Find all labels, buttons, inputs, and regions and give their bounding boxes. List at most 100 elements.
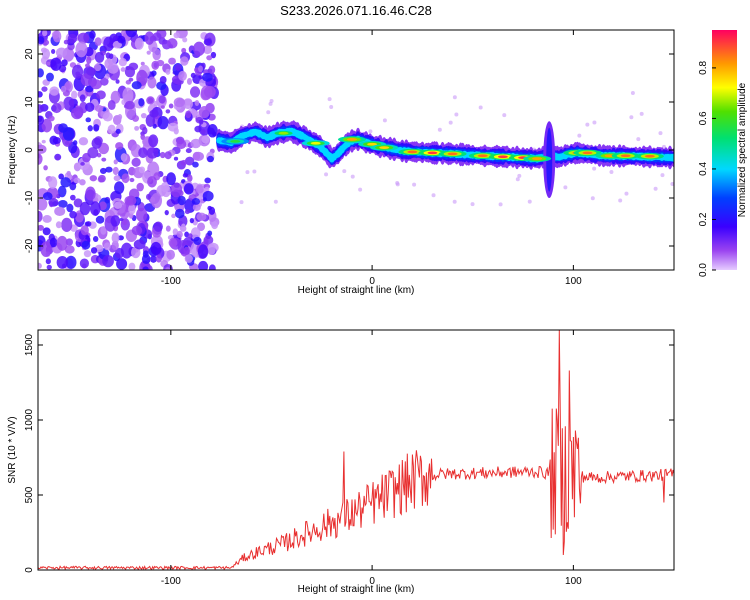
- noise-blob: [45, 258, 51, 265]
- noise-blob: [133, 239, 146, 250]
- noise-blob: [125, 30, 138, 38]
- noise-blob: [105, 52, 111, 59]
- noise-blob: [52, 137, 61, 145]
- spectral-peak: [427, 151, 438, 155]
- noise-blob: [189, 217, 194, 224]
- snr-series-line: [38, 330, 674, 570]
- noise-blob: [208, 264, 216, 270]
- noise-blob: [191, 198, 201, 205]
- noise-blob: [117, 114, 123, 121]
- noise-blob: [166, 172, 177, 186]
- noise-blob: [168, 57, 176, 65]
- noise-blob: [183, 183, 194, 195]
- noise-blob: [73, 198, 83, 208]
- colorbar-gradient: [712, 30, 737, 270]
- noise-blob: [50, 57, 62, 71]
- snr-background: [38, 330, 674, 570]
- noise-blob: [122, 87, 134, 103]
- noise-blob: [121, 173, 130, 184]
- noise-blob: [177, 195, 186, 206]
- noise-blob: [55, 155, 60, 161]
- noise-blob: [180, 56, 189, 66]
- noise-blob: [118, 58, 127, 67]
- noise-blob: [115, 142, 124, 150]
- colorbar-tick-label: 0.4: [698, 162, 709, 176]
- noise-blob: [590, 196, 595, 201]
- noise-blob: [116, 258, 128, 270]
- noise-blob: [164, 210, 169, 216]
- noise-blob: [94, 105, 104, 113]
- noise-blob: [43, 165, 48, 171]
- spectrogram-y-tick-label: -10: [24, 190, 35, 205]
- noise-blob: [64, 245, 75, 254]
- noise-blob: [79, 258, 90, 269]
- noise-blob: [85, 117, 92, 123]
- noise-blob: [127, 141, 134, 147]
- noise-blob: [51, 49, 56, 55]
- noise-blob: [41, 86, 48, 92]
- noise-blob: [113, 175, 121, 182]
- noise-blob: [66, 170, 71, 176]
- noise-blob: [245, 170, 250, 175]
- noise-blob: [327, 97, 332, 102]
- noise-blob: [38, 104, 44, 114]
- noise-blob: [78, 137, 89, 146]
- noise-blob: [38, 198, 48, 211]
- noise-blob: [478, 105, 483, 110]
- noise-blob: [87, 125, 93, 132]
- noise-blob: [412, 182, 417, 187]
- noise-blob: [38, 36, 45, 45]
- noise-blob: [80, 73, 93, 86]
- spectrogram-y-tick-label: 20: [24, 48, 35, 60]
- noise-blob: [38, 224, 44, 231]
- noise-blob: [198, 106, 210, 119]
- noise-blob: [41, 118, 53, 133]
- noise-blob: [211, 221, 218, 230]
- noise-blob: [80, 225, 89, 236]
- noise-blob: [81, 240, 91, 250]
- noise-blob: [168, 103, 174, 109]
- noise-blob: [42, 30, 48, 37]
- noise-blob: [239, 200, 244, 205]
- noise-blob: [98, 174, 106, 183]
- noise-blob: [89, 30, 96, 39]
- noise-blob: [86, 56, 92, 64]
- noise-blob: [120, 242, 133, 259]
- noise-blob: [165, 109, 171, 114]
- noise-blob: [585, 122, 590, 127]
- noise-blob: [56, 256, 69, 269]
- noise-blob: [49, 86, 60, 96]
- noise-blob: [63, 96, 75, 111]
- colorbar-tick-label: 0.2: [698, 212, 709, 226]
- noise-blob: [517, 173, 522, 178]
- spectral-peak: [407, 150, 418, 154]
- noise-blob: [104, 58, 113, 70]
- noise-blob: [150, 192, 163, 209]
- noise-blob: [151, 60, 160, 70]
- noise-blob: [83, 250, 92, 258]
- noise-blob: [48, 198, 59, 207]
- noise-blob: [103, 242, 111, 251]
- noise-blob: [639, 111, 644, 116]
- noise-blob: [183, 246, 190, 255]
- noise-blob: [160, 105, 165, 109]
- spectral-peak: [644, 154, 655, 158]
- noise-blob: [94, 37, 102, 46]
- noise-blob: [120, 153, 128, 162]
- noise-blob: [62, 126, 75, 141]
- noise-blob: [142, 126, 148, 135]
- noise-blob: [515, 177, 520, 182]
- noise-blob: [148, 134, 159, 148]
- noise-blob: [98, 201, 107, 211]
- noise-blob: [91, 137, 102, 149]
- noise-blob: [42, 227, 51, 236]
- spectral-peak: [367, 142, 378, 146]
- noise-blob: [273, 199, 278, 204]
- noise-blob: [155, 254, 162, 263]
- noise-blob: [89, 175, 98, 182]
- noise-blob: [202, 190, 214, 202]
- noise-blob: [165, 267, 171, 270]
- snr-x-tick-label: 100: [565, 576, 582, 587]
- noise-blob: [136, 182, 144, 192]
